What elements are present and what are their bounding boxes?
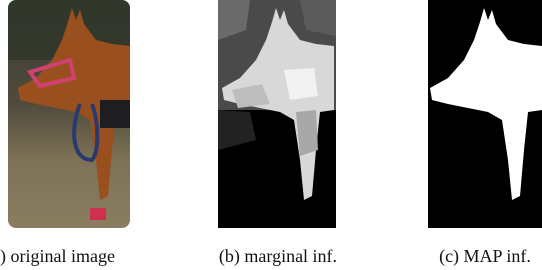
caption: (c) MAP inf. xyxy=(439,246,531,267)
figure: ) original image (b) marginal inf. (c) M… xyxy=(0,0,542,270)
caption: ) original image xyxy=(0,246,115,267)
original-image xyxy=(8,0,130,228)
map-image xyxy=(428,0,542,228)
caption: (b) marginal inf. xyxy=(219,246,337,267)
marginal-image xyxy=(218,0,336,228)
